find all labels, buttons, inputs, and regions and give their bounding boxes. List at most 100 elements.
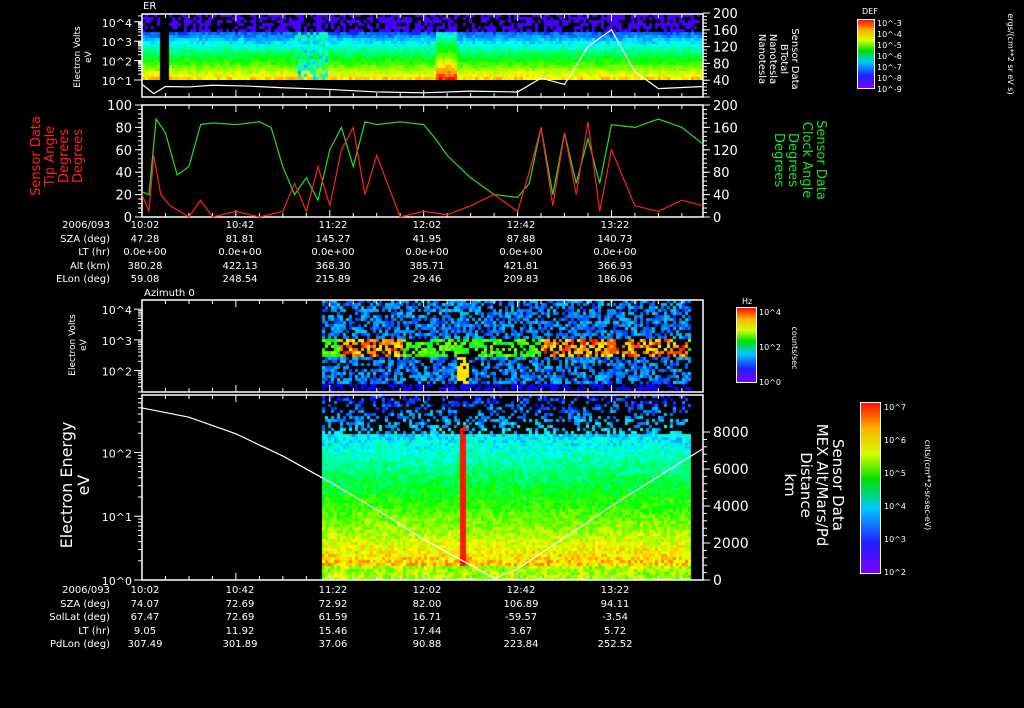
ephem2-value: 252.52 — [597, 639, 633, 650]
ephem2-value: 3.67 — [509, 625, 533, 637]
clock-axis-tick-label: 120 — [713, 144, 738, 159]
panel1-right-tick-label: 80 — [713, 57, 730, 72]
ephem2-value: 12:42 — [506, 585, 536, 596]
distance-axis-tick-label: 4000 — [713, 499, 749, 515]
electron-energy-spectrogram — [142, 395, 703, 580]
clock-axis-tick-label: 40 — [713, 189, 730, 204]
colorbar3-tick-label: 10^2 — [884, 568, 906, 577]
panel1-right-tick-label: 160 — [713, 24, 738, 39]
ephem1-value: 140.73 — [597, 233, 633, 245]
colorbar2 — [736, 307, 757, 383]
tip-axis-tick-label: 40 — [115, 166, 132, 181]
ephem2-value: 301.89 — [222, 639, 258, 650]
ephem2-value: 12:02 — [412, 585, 442, 596]
colorbar1-tick-label: 10^-9 — [877, 85, 902, 94]
ephem1-value: 215.89 — [315, 274, 351, 285]
distance-axis-tick-label: 6000 — [713, 462, 749, 478]
tip-axis-tick-label: 80 — [115, 121, 132, 136]
panel4-ytick-label: 10^0 — [102, 575, 132, 588]
panel1-title: ER — [143, 1, 157, 12]
ephem2-value: -3.54 — [602, 612, 628, 623]
ephem2-value: 13:22 — [600, 585, 630, 596]
ephem2-value: 67.47 — [130, 612, 160, 623]
azimuth0-spectrogram — [142, 300, 703, 392]
panel1-right-tick-label: 200 — [713, 7, 738, 22]
colorbar1-tick-label: 10^-5 — [877, 41, 902, 50]
colorbar1-tick-label: 10^-3 — [877, 19, 902, 28]
ephem1-value: 385.71 — [409, 260, 445, 272]
distance-axis-tick-label: 8000 — [713, 425, 749, 441]
ephem1-value: 422.13 — [222, 260, 258, 272]
ephem1-value: 12:42 — [506, 220, 536, 231]
ephem1-value: 366.93 — [597, 260, 633, 272]
ephem1-value: 59.08 — [130, 274, 160, 285]
colorbar1-tick-label: 10^-8 — [877, 74, 902, 83]
ephem1-row-label: ELon (deg) — [56, 274, 110, 285]
colorbar3-tick-label: 10^7 — [884, 403, 906, 412]
er-spectrogram — [142, 14, 703, 80]
ephem2-value: 72.69 — [225, 612, 255, 623]
ephem1-value: 0.0e+00 — [218, 247, 262, 258]
distance-axis-tick-label: 2000 — [713, 536, 749, 552]
ephem1-value: 0.0e+00 — [311, 247, 355, 258]
ephem1-row-label: LT (hr) — [78, 247, 110, 258]
ephem1-value: 368.30 — [315, 260, 351, 272]
ephem1-value: 81.81 — [225, 233, 255, 245]
clock-axis-tick-label: 80 — [713, 166, 730, 181]
colorbar2-tick-label: 10^0 — [759, 378, 781, 387]
ephem1-value: 13:22 — [600, 220, 630, 231]
ephem2-value: 72.69 — [225, 598, 255, 610]
clock-axis-tick-label: 200 — [713, 99, 738, 114]
ephem2-value: 10:02 — [130, 585, 160, 596]
ephem2-value: 61.59 — [318, 612, 348, 623]
colorbar1-title: DEF — [862, 7, 878, 16]
panel4-frame — [141, 394, 704, 581]
panel1-right-tick-label: 120 — [713, 41, 738, 56]
colorbar3-tick-label: 10^3 — [884, 535, 906, 544]
ephem2-value: 223.84 — [503, 639, 539, 650]
colorbar1 — [857, 19, 875, 89]
ephem2-value: 16.71 — [412, 612, 442, 623]
ephem2-row-label: 2006/093 — [62, 585, 110, 596]
colorbar2-title: Hz — [742, 297, 753, 306]
ephem2-value: 106.89 — [503, 598, 539, 610]
panel4-ytick-label: 10^1 — [102, 511, 132, 524]
tip-angle-line — [141, 121, 704, 218]
ephem1-value: 11:22 — [318, 220, 348, 231]
ephem1-row-label: 2006/093 — [62, 220, 110, 231]
btotal-line — [141, 28, 704, 95]
colorbar3 — [860, 402, 881, 574]
ephem1-value: 10:02 — [130, 220, 160, 231]
ephem2-value: 17.44 — [412, 625, 442, 637]
ephem1-value: 10:42 — [225, 220, 255, 231]
tip-axis-tick-label: 20 — [115, 189, 132, 204]
tip-axis-tick-label: 0 — [124, 211, 132, 226]
panel1-right-tick-label: 40 — [713, 74, 730, 89]
colorbar3-tick-label: 10^4 — [884, 502, 906, 511]
clock-axis-tick-label: 0 — [713, 211, 721, 226]
panel1-ytick-label: 10^1 — [102, 75, 132, 88]
ephem1-value: 209.83 — [503, 274, 539, 285]
ephem2-row-label: LT (hr) — [78, 625, 110, 637]
tip-axis-tick-label: 100 — [107, 99, 132, 114]
ephem2-value: 307.49 — [127, 639, 163, 650]
panel3-ytick-label: 10^2 — [102, 366, 132, 379]
ephem2-value: 15.46 — [318, 625, 348, 637]
clock-axis-tick-label: 160 — [713, 121, 738, 136]
ephem2-value: -59.57 — [504, 612, 538, 623]
ephem2-value: 90.88 — [412, 639, 442, 650]
ephem1-value: 87.88 — [506, 233, 536, 245]
ephem2-value: 9.05 — [133, 625, 157, 637]
tip-axis-tick-label: 60 — [115, 144, 132, 159]
panel3-ytick-label: 10^4 — [102, 304, 132, 317]
ephem2-value: 74.07 — [130, 598, 160, 610]
ephem1-value: 248.54 — [222, 274, 258, 285]
colorbar1-tick-label: 10^-4 — [877, 30, 902, 39]
mex-altitude-line — [141, 407, 704, 579]
ephem2-row-label: SolLat (deg) — [49, 612, 110, 623]
ephem1-value: 12:02 — [412, 220, 442, 231]
colorbar2-tick-label: 10^2 — [759, 343, 781, 352]
ephem1-value: 0.0e+00 — [593, 247, 637, 258]
ephem2-row-label: PdLon (deg) — [49, 639, 110, 650]
panel1-ytick-label: 10^3 — [102, 36, 132, 49]
